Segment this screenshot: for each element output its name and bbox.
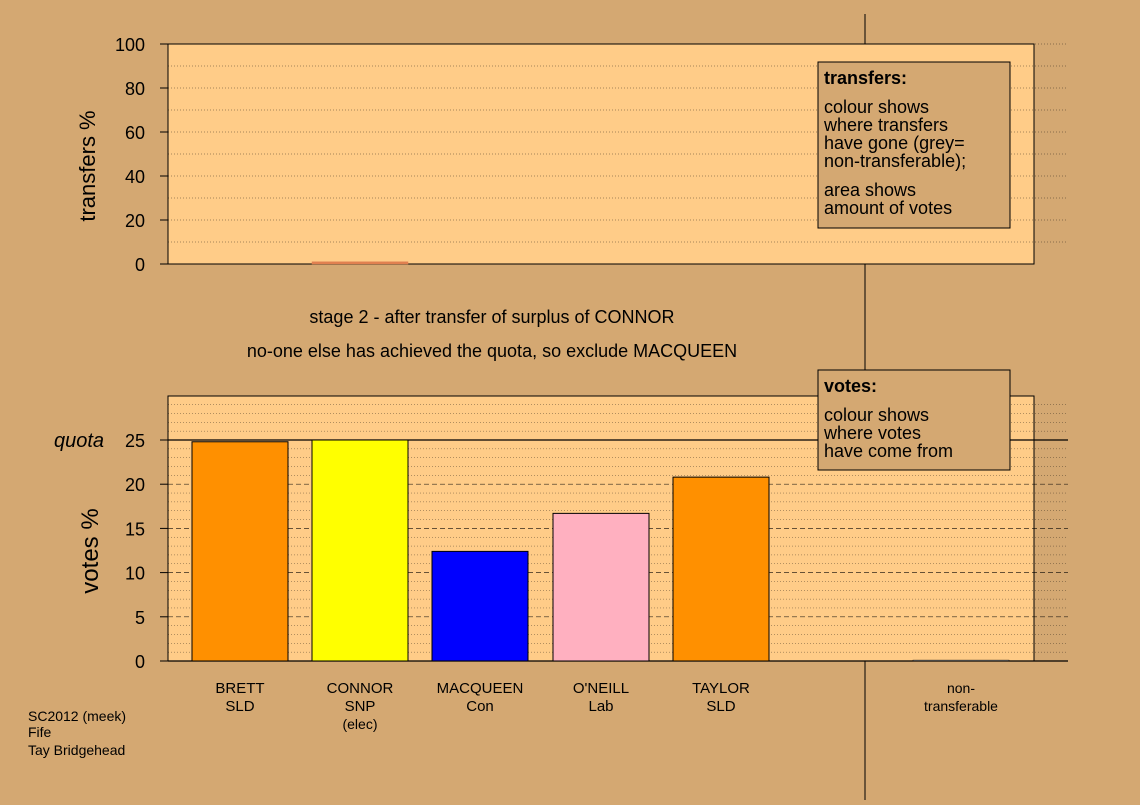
candidate-name: O'NEILL xyxy=(573,680,629,697)
vote-bar xyxy=(552,512,650,662)
vote-bar xyxy=(311,439,409,662)
votes-legend-title: votes: xyxy=(824,376,877,396)
candidate-labels: BRETTSLDCONNORSNP(elec)MACQUEENConO'NEIL… xyxy=(215,680,998,732)
candidate-name: CONNOR xyxy=(327,680,394,697)
transfers-axis-label: transfers % xyxy=(75,110,100,221)
votes-legend-line: where votes xyxy=(823,423,921,443)
transfers-legend-line: have gone (grey= xyxy=(824,133,965,153)
transfers-axis-ticks: 0 20 40 60 80 100 xyxy=(115,35,168,275)
footer-line: Tay Bridgehead xyxy=(28,742,125,758)
candidate-name: BRETT xyxy=(215,680,264,697)
transfers-legend-line: colour shows xyxy=(824,97,929,117)
votes-legend-box xyxy=(817,369,1011,471)
candidate-status: (elec) xyxy=(342,716,377,732)
votes-tick-label: 5 xyxy=(135,608,145,628)
footer-line: Fife xyxy=(28,724,52,740)
votes-axis-label: votes % xyxy=(77,508,104,593)
footer-line: SC2012 (meek) xyxy=(28,708,126,724)
votes-bars xyxy=(191,439,1010,662)
candidate-name: MACQUEEN xyxy=(437,680,524,697)
transfers-tick-label: 60 xyxy=(125,123,145,143)
transfers-legend-line: area shows xyxy=(824,180,916,200)
votes-legend-line: colour shows xyxy=(824,405,929,425)
candidate-party: SNP xyxy=(345,698,376,715)
transfers-legend-line: non-transferable); xyxy=(824,151,966,171)
transfers-legend-box xyxy=(817,61,1011,229)
votes-tick-label: 15 xyxy=(125,519,145,539)
stage-message: stage 2 - after transfer of surplus of C… xyxy=(309,307,674,327)
candidate-name: non- xyxy=(947,680,975,696)
transfers-tick-label: 20 xyxy=(125,211,145,231)
quota-label: quota xyxy=(54,430,104,452)
votes-tick-label: 10 xyxy=(125,564,145,584)
transfers-tick-label: 80 xyxy=(125,79,145,99)
vote-bar xyxy=(191,441,289,662)
candidate-party: SLD xyxy=(706,698,735,715)
transfers-bars xyxy=(311,261,409,265)
candidate-party: SLD xyxy=(225,698,254,715)
votes-legend-line: have come from xyxy=(824,441,953,461)
transfers-legend-line: where transfers xyxy=(823,115,948,135)
candidate-party: Con xyxy=(466,698,494,715)
vote-bar xyxy=(672,476,770,662)
votes-tick-label: 0 xyxy=(135,652,145,672)
transfers-legend-title: transfers: xyxy=(824,68,907,88)
transfers-tick-label: 100 xyxy=(115,35,145,55)
candidate-party: transferable xyxy=(924,698,998,714)
votes-tick-label: 20 xyxy=(125,475,145,495)
transfers-legend-line: amount of votes xyxy=(824,198,952,218)
candidate-name: TAYLOR xyxy=(692,680,750,697)
transfers-tick-label: 0 xyxy=(135,255,145,275)
votes-tick-label: 25 xyxy=(125,431,145,451)
exclusion-message: no-one else has achieved the quota, so e… xyxy=(247,341,737,361)
transfer-bar xyxy=(311,261,409,265)
candidate-party: Lab xyxy=(588,698,613,715)
vote-bar xyxy=(431,550,529,662)
vote-bar xyxy=(912,659,1010,662)
votes-axis-ticks: 0 5 10 15 20 25 xyxy=(125,431,168,672)
transfers-tick-label: 40 xyxy=(125,167,145,187)
